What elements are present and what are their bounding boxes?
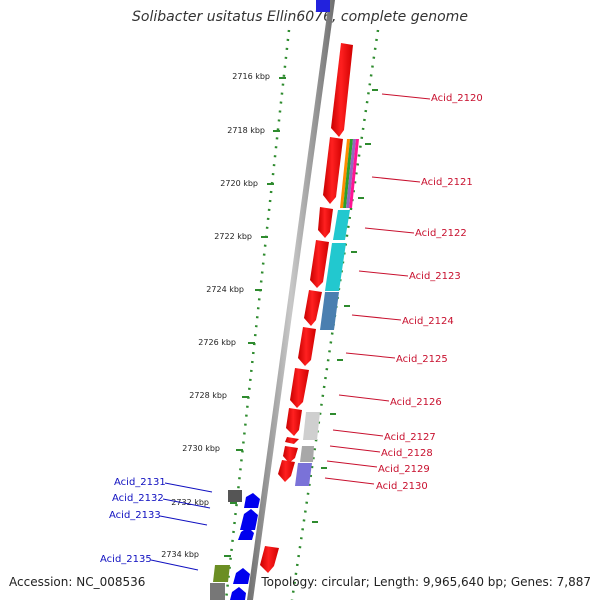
genome-backbone — [247, 0, 335, 600]
topology-text: Topology: circular; Length: 9,965,640 bp… — [261, 575, 591, 589]
gene-label-text: Acid_2133 — [109, 510, 161, 521]
ruler-tick: 2724 kbp — [206, 285, 262, 294]
ruler-tick: 2726 kbp — [198, 338, 255, 347]
ruler-tick-label: 2726 kbp — [198, 338, 236, 347]
gene-reverse-top — [316, 0, 330, 12]
gene-label[interactable]: Acid_2124 — [351, 314, 454, 327]
gene-label-text: Acid_2126 — [390, 397, 442, 408]
feature-slateblue — [295, 463, 312, 486]
gene-acid-2125 — [298, 327, 316, 366]
gene-label[interactable]: Acid_2120 — [381, 93, 483, 104]
gene-acid-2123 — [310, 240, 329, 288]
gene-acid-2133 — [240, 509, 258, 530]
gene-label-text: Acid_2131 — [114, 477, 166, 488]
gene-acid-2132 — [244, 493, 260, 508]
ruler-tick: 2734 kbp — [161, 550, 231, 559]
gene-acid-2120 — [331, 43, 353, 137]
right-track-ticks — [312, 89, 378, 523]
ruler-tick: 2716 kbp — [232, 72, 286, 81]
gene-label[interactable]: Acid_2126 — [338, 394, 442, 408]
gene-label[interactable]: Acid_2125 — [345, 352, 448, 365]
feature-gray-bottom — [210, 583, 225, 600]
gene-label[interactable]: Acid_2127 — [332, 429, 436, 443]
ruler-tick: 2732 kbp — [171, 498, 237, 507]
gene-label-text: Acid_2132 — [112, 493, 164, 504]
gene-acid-2122 — [318, 207, 333, 238]
gene-label-text: Acid_2129 — [378, 464, 430, 475]
gene-acid-2134 — [238, 527, 254, 540]
feature-cyan-2 — [325, 243, 346, 291]
ruler-tick-label: 2728 kbp — [189, 391, 227, 400]
gene-labels-left: Acid_2131 Acid_2132 Acid_2133 Acid_2135 — [100, 477, 213, 571]
feature-lightgray — [303, 412, 320, 440]
gene-label-text: Acid_2121 — [421, 177, 473, 188]
ruler-tick: 2720 kbp — [220, 179, 274, 188]
gene-label-text: Acid_2125 — [396, 354, 448, 365]
gene-label-text: Acid_2120 — [431, 93, 483, 104]
accession-text: Accession: NC_008536 — [9, 575, 146, 589]
ruler-tick: 2730 kbp — [182, 444, 243, 453]
ruler-tick: 2728 kbp — [189, 391, 249, 400]
gene-label[interactable]: Acid_2130 — [324, 477, 428, 492]
ruler-tick: 2722 kbp — [214, 232, 268, 241]
gene-acid-2135 — [233, 568, 250, 584]
gene-label[interactable]: Acid_2135 — [100, 554, 199, 571]
gene-acid-2121 — [323, 137, 343, 204]
ruler: 2716 kbp 2718 kbp 2720 kbp 2722 kbp 2724… — [161, 72, 286, 559]
gene-label[interactable]: Acid_2123 — [358, 270, 461, 282]
gene-label-text: Acid_2128 — [381, 448, 433, 459]
ruler-tick-label: 2718 kbp — [227, 126, 265, 135]
feature-gray — [300, 446, 314, 462]
feature-darkgray — [228, 490, 242, 502]
ruler-tick-label: 2722 kbp — [214, 232, 252, 241]
gene-acid-2127 — [286, 408, 302, 436]
gene-label-text: Acid_2127 — [384, 432, 436, 443]
gene-acid-2126 — [290, 368, 309, 408]
ruler-tick-label: 2732 kbp — [171, 498, 209, 507]
gene-acid-2124 — [304, 290, 322, 326]
gene-label[interactable]: Acid_2131 — [114, 477, 213, 493]
feature-steelblue — [320, 292, 339, 330]
gene-acid-2130 — [278, 460, 295, 482]
gene-label[interactable]: Acid_2121 — [371, 176, 473, 188]
gene-acid-2129 — [283, 446, 298, 463]
feature-stripes-acid-2121 — [340, 139, 359, 208]
gene-labels-right: Acid_2120 Acid_2121 Acid_2122 Acid_2123 … — [324, 93, 483, 492]
ruler-tick-label: 2734 kbp — [161, 550, 199, 559]
ruler-tick-label: 2716 kbp — [232, 72, 270, 81]
feature-olive — [213, 565, 230, 582]
ruler-tick-label: 2730 kbp — [182, 444, 220, 453]
gene-label[interactable]: Acid_2128 — [329, 445, 433, 459]
gene-label-text: Acid_2123 — [409, 271, 461, 282]
gene-label[interactable]: Acid_2133 — [109, 510, 208, 526]
gene-label-text: Acid_2130 — [376, 481, 428, 492]
genome-title: Solibacter usitatus Ellin6076, complete … — [132, 9, 468, 25]
gene-label[interactable]: Acid_2122 — [364, 227, 467, 239]
gene-label[interactable]: Acid_2132 — [112, 493, 211, 509]
ruler-tick-label: 2720 kbp — [220, 179, 258, 188]
ruler-tick-label: 2724 kbp — [206, 285, 244, 294]
gene-label-text: Acid_2122 — [415, 228, 467, 239]
gene-label-text: Acid_2135 — [100, 554, 152, 565]
left-dotted-track — [224, 29, 291, 600]
gene-label-text: Acid_2124 — [402, 316, 454, 327]
gene-lower-red — [260, 546, 279, 573]
gene-acid-2136 — [230, 587, 246, 600]
ruler-tick: 2718 kbp — [227, 126, 280, 135]
gene-label[interactable]: Acid_2129 — [326, 460, 430, 475]
gene-acid-2128 — [285, 437, 299, 444]
feature-cyan-1 — [333, 210, 350, 240]
